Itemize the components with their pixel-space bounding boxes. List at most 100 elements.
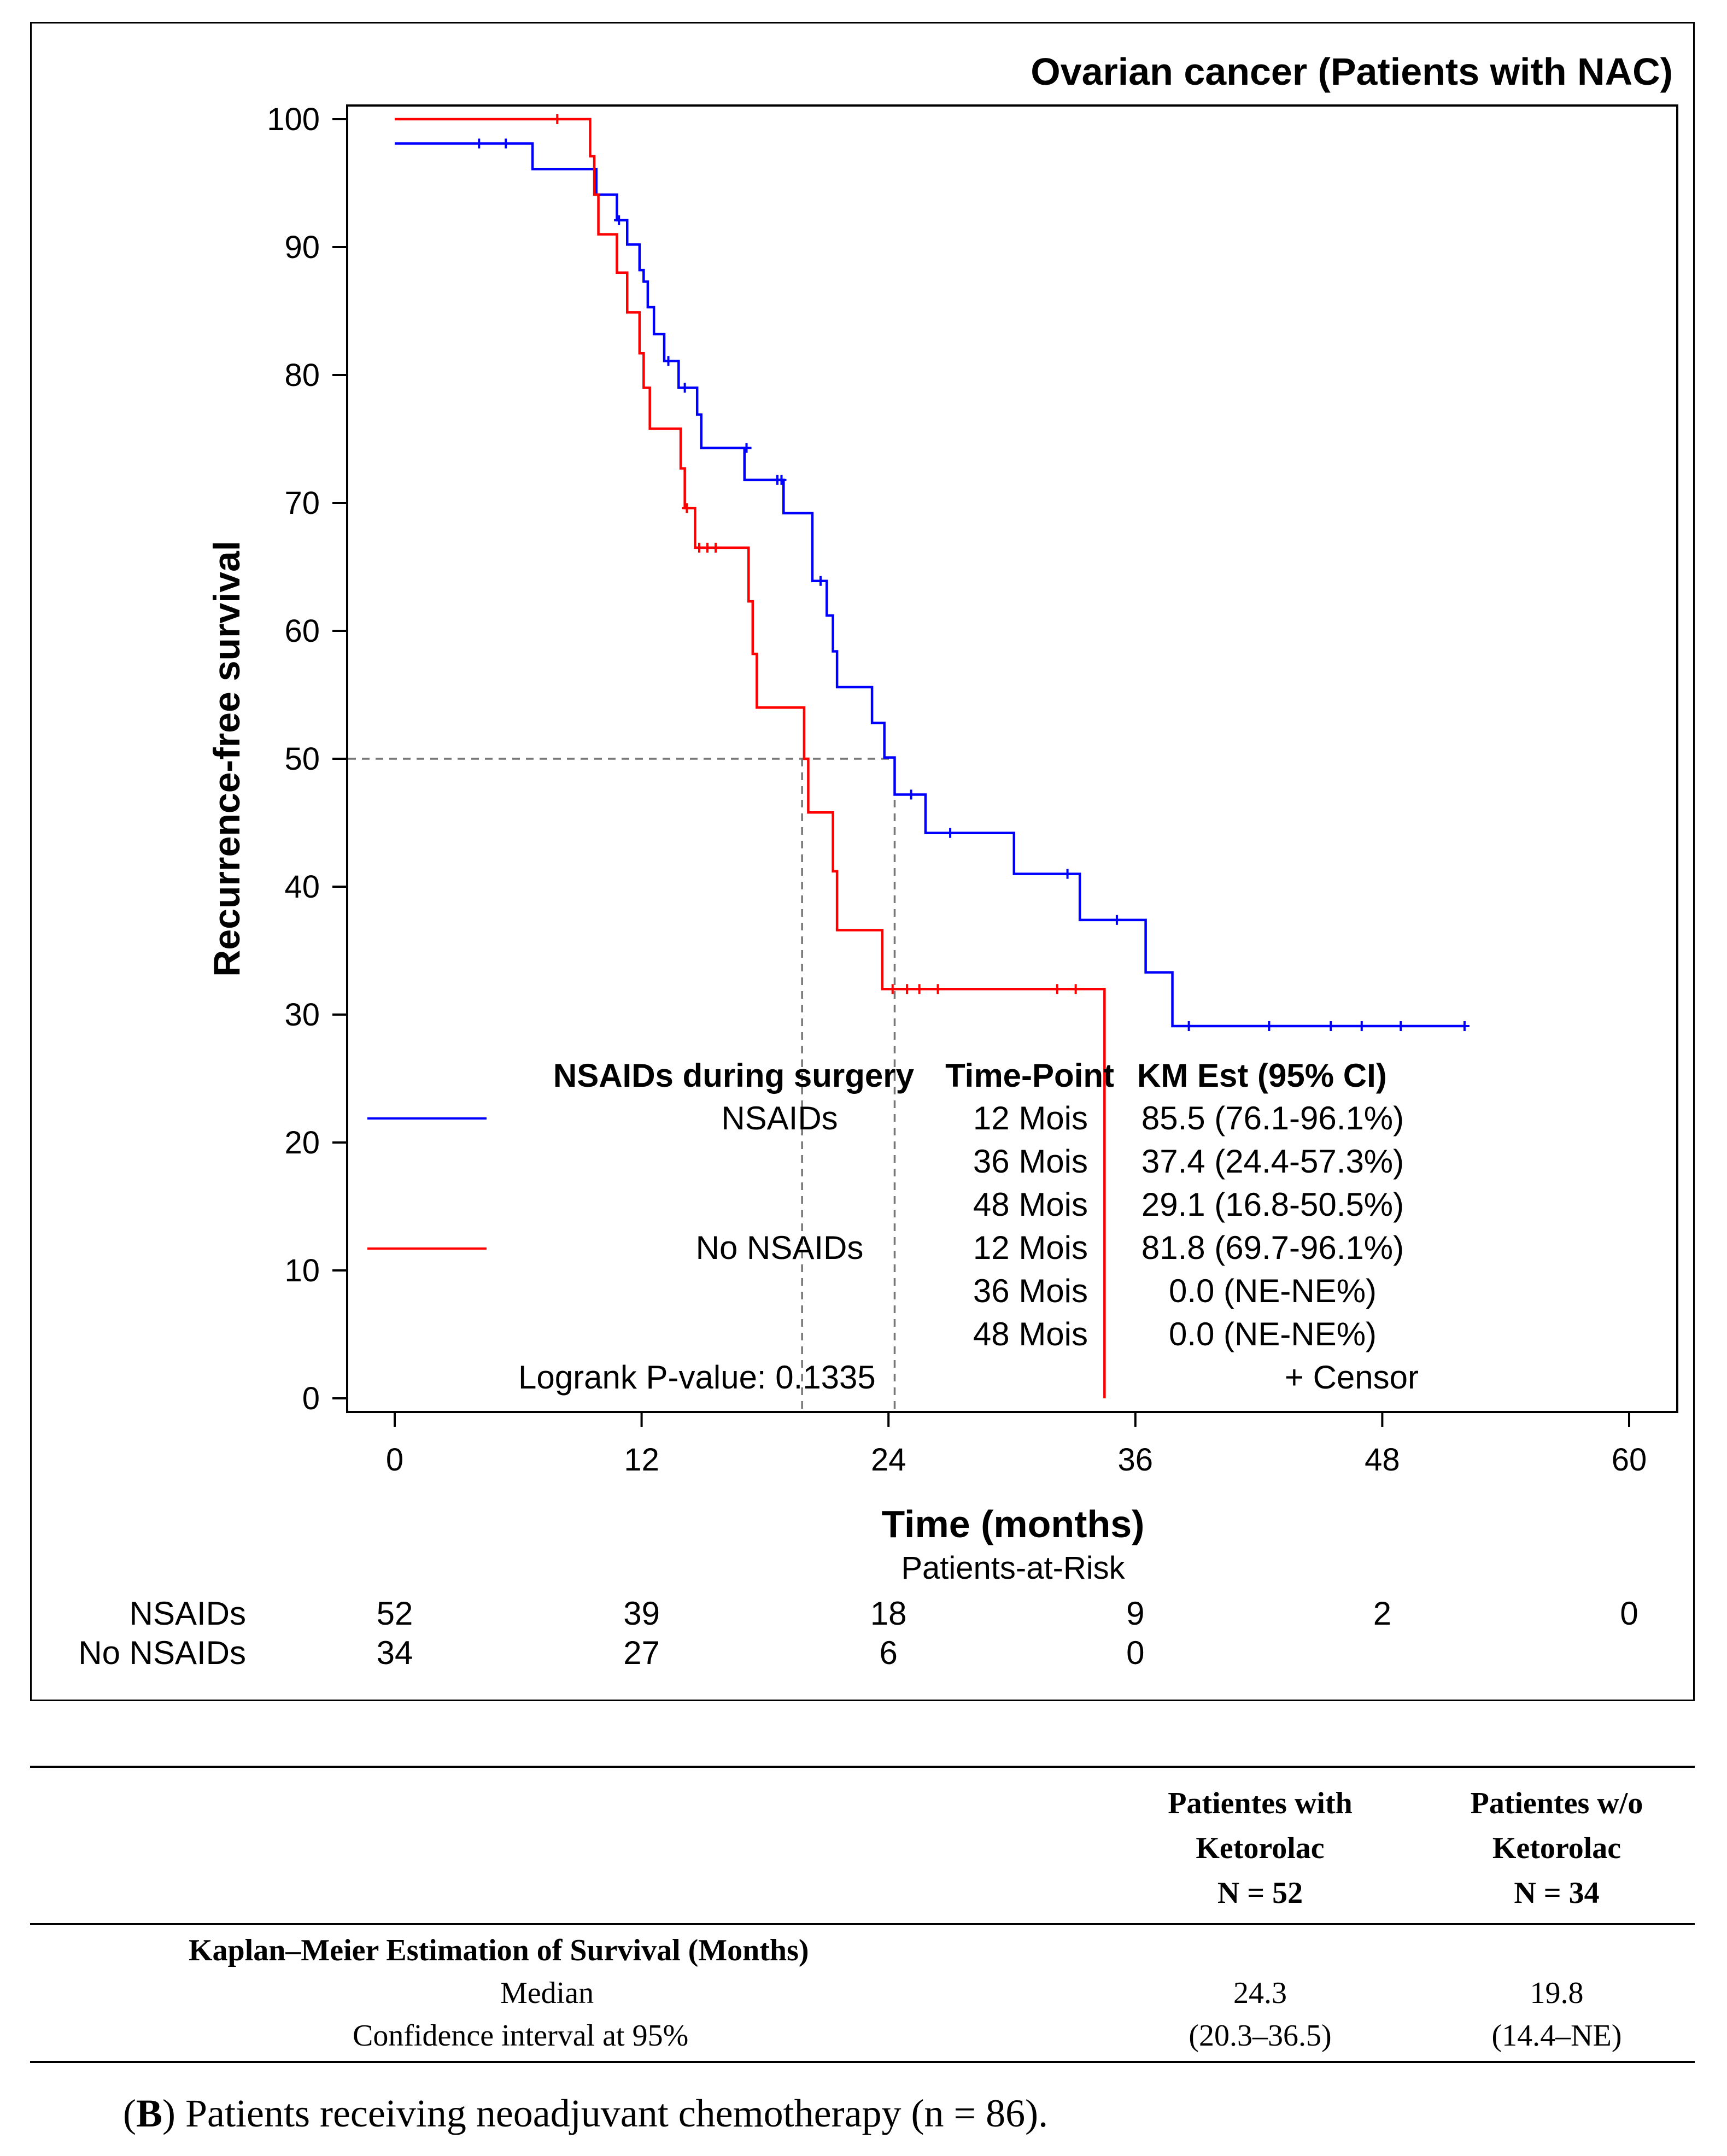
legend-time-point: 12 Mois [973,1100,1088,1136]
legend-time-point: 48 Mois [973,1186,1088,1223]
censor-mark-no-nsaids [902,984,912,994]
legend-km-estimate: 81.8 (69.7-96.1%) [1141,1229,1404,1266]
legend-header-time: Time-Point [945,1057,1114,1094]
censor-mark-nsaids [614,215,624,225]
summary-header-without: Patientes w/o Ketorolac N = 34 [1419,1767,1695,1924]
legend-km-estimate: 0.0 (NE-NE%) [1169,1316,1377,1352]
legend-header-est: KM Est (95% CI) [1137,1057,1387,1094]
y-tick-label: 100 [267,102,320,137]
legend-rows: NSAIDs 12 Mois 85.5 (76.1-96.1%) 36 Mois 37.… [696,1100,1404,1352]
risk-value: 0 [1620,1595,1638,1632]
legend-km-estimate: 29.1 (16.8-50.5%) [1141,1186,1404,1223]
y-tick-label: 30 [284,997,320,1033]
ci-label: Confidence interval at 95% [353,2018,689,2053]
censor-mark-nsaids [1264,1021,1274,1032]
risk-value: 2 [1373,1595,1391,1632]
header-without-line-1: Patientes w/o [1470,1786,1643,1820]
summary-median-row: Median 24.3 19.8 [30,1970,1695,2016]
censor-legend: + Censor [1285,1359,1419,1396]
risk-value: 34 [377,1634,413,1671]
x-tick-label: 12 [624,1442,659,1478]
legend-km-estimate: 0.0 (NE-NE%) [1169,1273,1377,1309]
ci-without: (14.4–NE) [1491,2018,1622,2053]
x-tick-label: 0 [386,1442,403,1478]
censor-mark-no-nsaids [914,984,924,994]
censor-mark-no-nsaids [887,984,898,994]
risk-value: 0 [1126,1634,1144,1671]
y-tick-label: 50 [284,741,320,777]
risk-value: 52 [377,1595,413,1632]
y-tick-label: 40 [284,869,320,905]
km-chart: Ovarian cancer (Patients with NAC) 01020… [78,50,1678,1671]
censor-mark-nsaids [474,138,484,149]
summary-header-row: Patientes with Ketorolac N = 52 Patiente… [30,1767,1695,1924]
summary-header-with: Patientes with Ketorolac N = 52 [1102,1767,1419,1924]
censor-mark-nsaids [741,443,752,453]
risk-value: 6 [880,1634,898,1671]
censor-mark-nsaids [680,383,690,393]
risk-table-title: Patients-at-Risk [901,1550,1125,1586]
summary-section-row: Kaplan–Meier Estimation of Survival (Mon… [30,1924,1695,1970]
y-tick-label: 20 [284,1125,320,1161]
censor-mark-nsaids [1396,1021,1406,1032]
x-tick-label: 36 [1118,1442,1154,1478]
censor-mark-nsaids [816,576,826,586]
censor-mark-nsaids [501,138,511,149]
y-tick-label: 60 [284,613,320,649]
censor-mark-no-nsaids [1052,984,1062,994]
censor-mark-no-nsaids [933,984,943,994]
figure-caption: (B) Patients receiving neoadjuvant chemo… [123,2091,1049,2135]
censor-mark-no-nsaids [694,542,704,553]
censor-mark-nsaids [1356,1021,1367,1032]
legend-group-label: NSAIDs [721,1100,838,1136]
risk-row-label: NSAIDs [130,1595,246,1632]
chart-title: Ovarian cancer (Patients with NAC) [1031,50,1673,93]
caption-letter: B [136,2091,163,2135]
y-tick-label: 0 [302,1381,320,1416]
legend-time-point: 48 Mois [973,1316,1088,1352]
header-with-line-3: N = 52 [1217,1876,1303,1910]
legend-group-label: No NSAIDs [696,1229,864,1266]
median-without: 19.8 [1530,1976,1584,2010]
censor-mark-nsaids [1326,1021,1336,1032]
risk-value: 27 [623,1634,660,1671]
risk-value: 18 [870,1595,907,1632]
risk-table: NSAIDs 52 39 18 9 2 0 No NSAIDs 34 27 6 0 [78,1595,1638,1671]
header-with-line-2: Ketorolac [1196,1831,1325,1865]
y-tick-label: 80 [284,358,320,393]
summary-table: Patientes with Ketorolac N = 52 Patiente… [30,1766,1695,2063]
legend: NSAIDs during surgery Time-Point KM Est … [367,1057,1419,1396]
censor-mark-nsaids [1062,869,1073,879]
legend-time-point: 12 Mois [973,1229,1088,1266]
y-tick-label: 90 [284,230,320,265]
x-tick-label: 60 [1612,1442,1647,1478]
legend-header-group: NSAIDs during surgery [553,1057,915,1094]
risk-row-label: No NSAIDs [78,1634,246,1671]
censor-mark-no-nsaids [702,542,713,553]
censor-mark-nsaids [945,828,956,838]
logrank-pvalue: Logrank P-value: 0.1335 [518,1359,876,1396]
median-label: Median [500,1976,594,2010]
censor-mark-nsaids [1459,1021,1470,1032]
y-axis-label: Recurrence-free survival [206,541,248,977]
median-with: 24.3 [1233,1976,1287,2010]
censor-mark-no-nsaids [552,114,563,124]
x-axis: 0 12 24 36 48 60 [386,1412,1647,1478]
ci-with: (20.3–36.5) [1189,2018,1332,2053]
censor-mark-nsaids [906,789,916,800]
figure-frame [30,22,1695,1701]
caption-text: ) Patients receiving neoadjuvant chemoth… [162,2091,1049,2135]
censor-mark-nsaids [1184,1021,1194,1032]
x-tick-label: 48 [1365,1442,1400,1478]
header-with-line-1: Patientes with [1168,1786,1353,1820]
y-tick-label: 10 [284,1253,320,1288]
header-without-line-3: N = 34 [1514,1876,1600,1910]
legend-km-estimate: 37.4 (24.4-57.3%) [1141,1143,1404,1180]
survival-curves [395,114,1470,1398]
censor-mark-nsaids [663,356,674,366]
censor-mark-nsaids [776,474,787,485]
censor-mark-no-nsaids [1070,984,1081,994]
censor-mark-nsaids [1111,915,1122,925]
legend-km-estimate: 85.5 (76.1-96.1%) [1141,1100,1404,1136]
header-without-line-2: Ketorolac [1492,1831,1621,1865]
